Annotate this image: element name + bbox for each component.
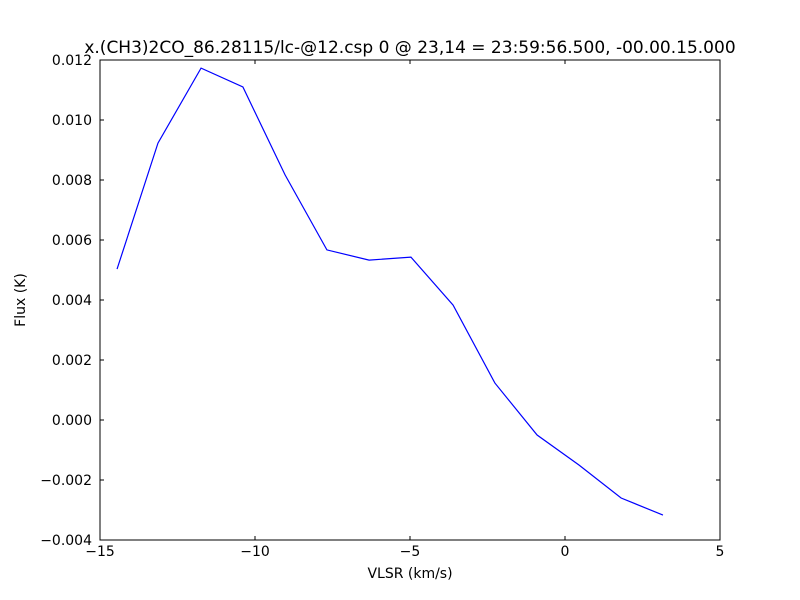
data-line bbox=[116, 67, 664, 516]
y-tick-label: 0.008 bbox=[52, 173, 92, 189]
x-axis-label: VLSR (km/s) bbox=[367, 566, 452, 582]
x-tick-label: −15 bbox=[85, 544, 115, 560]
y-tick-label: 0.010 bbox=[52, 113, 92, 129]
y-tick-label: 0.012 bbox=[52, 53, 92, 69]
chart-title: x.(CH3)2CO_86.28115/lc-@12.csp 0 @ 23,14… bbox=[84, 38, 735, 58]
y-tick-label: 0.000 bbox=[52, 413, 92, 429]
x-tick-label: −5 bbox=[400, 544, 421, 560]
x-tick-label: 5 bbox=[716, 544, 725, 560]
y-tick-label: 0.002 bbox=[52, 353, 92, 369]
y-tick-label: −0.002 bbox=[40, 473, 92, 489]
x-tick-label: 0 bbox=[561, 544, 570, 560]
y-tick-label: 0.004 bbox=[52, 293, 92, 309]
y-tick-label: 0.006 bbox=[52, 233, 92, 249]
y-tick-label: −0.004 bbox=[40, 533, 92, 549]
x-tick-label: −10 bbox=[240, 544, 270, 560]
plot-frame bbox=[99, 59, 721, 541]
y-axis-label: Flux (K) bbox=[13, 273, 29, 327]
